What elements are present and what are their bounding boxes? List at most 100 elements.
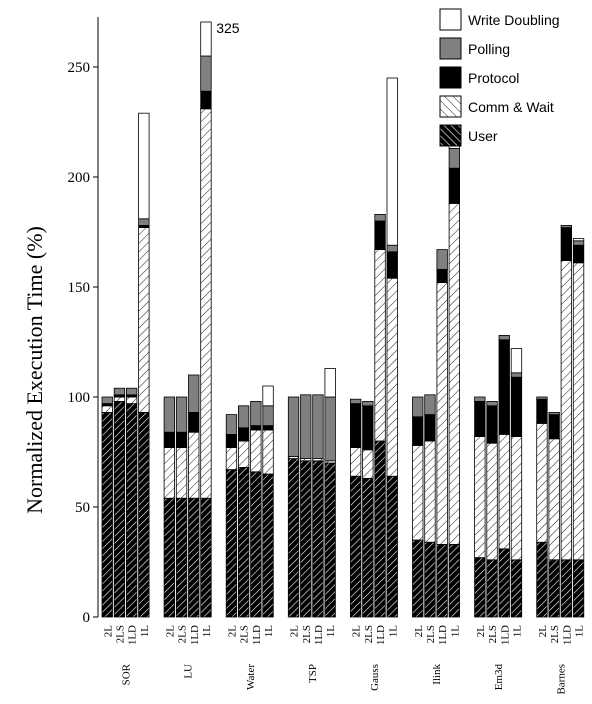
bar-segment-ilink-1l-comm-wait: [448, 202, 461, 545]
bar-segment-gauss-2ls-user: [362, 477, 374, 618]
bar-segment-sor-1ld-comm-wait: [126, 396, 138, 404]
bar-segment-gauss-2ls-polling: [362, 400, 374, 407]
bar-segment-em3d-2l-protocol: [474, 400, 486, 437]
x-config-label: 2L: [475, 625, 487, 638]
bar-segment-water-2l-user: [225, 469, 238, 618]
annotation-clipped-value: 325: [216, 20, 240, 36]
bar-segment-sor-2ls-comm-wait: [113, 396, 126, 402]
x-group-label-em3d: Em3d: [493, 664, 505, 691]
bar-segment-ilink-1ld-protocol: [436, 268, 448, 283]
x-group-label-tsp: TSP: [307, 664, 319, 683]
x-config-label: 1L: [325, 625, 337, 638]
x-config-label: 2L: [537, 625, 549, 638]
bar-segment-lu-2l-protocol: [163, 431, 176, 449]
legend: Write Doubling Polling Protocol Comm & Wait…: [439, 8, 560, 147]
bar-segment-water-1l-user: [262, 473, 274, 618]
bar-segment-water-2l-protocol: [225, 433, 238, 448]
bar-segment-em3d-2ls-polling: [486, 400, 498, 407]
x-config-label: 1LD: [375, 625, 387, 645]
bar-segment-ilink-2ls-protocol: [424, 414, 436, 442]
bar-segment-em3d-2ls-user: [486, 559, 498, 618]
x-group-label-water: Water: [245, 664, 257, 690]
bar-segment-ilink-2l-polling: [412, 396, 424, 418]
bar-segment-tsp-1ld-polling: [312, 394, 324, 459]
bar-segment-gauss-1l-comm-wait: [386, 277, 398, 477]
bar-segment-lu-1ld-protocol: [188, 411, 200, 433]
bar-segment-lu-1l-polling: [200, 55, 212, 92]
bar-segment-lu-2ls-protocol: [175, 431, 188, 449]
bar-segment-barnes-1ld-protocol: [560, 227, 572, 262]
bar-segment-ilink-2l-comm-wait: [412, 444, 424, 541]
bar-segment-gauss-2l-user: [349, 475, 362, 618]
bar-segment-water-1ld-protocol: [250, 425, 262, 431]
bar-segment-sor-1l-polling: [138, 218, 150, 226]
bar-segment-lu-1ld-user: [188, 497, 200, 618]
x-config-label: 1LD: [437, 625, 449, 645]
bar-segment-barnes-2ls-comm-wait: [548, 438, 560, 561]
bar-segment-lu-1l-comm-wait: [200, 108, 212, 499]
y-tick-label: 50: [75, 500, 90, 516]
y-axis-label: Normalized Execution Time (%): [22, 226, 47, 514]
bar-segment-ilink-2l-protocol: [412, 416, 424, 446]
bar-segment-ilink-2ls-comm-wait: [424, 440, 436, 543]
bar-segment-em3d-2ls-protocol: [486, 405, 498, 444]
x-config-label: 1LD: [561, 625, 573, 645]
x-config-label: 1L: [449, 625, 461, 638]
bar-segment-water-1ld-comm-wait: [250, 429, 262, 473]
x-group-label-lu: LU: [183, 664, 195, 679]
bar-segment-em3d-2l-polling: [474, 396, 486, 402]
x-config-label: 2LS: [177, 625, 189, 643]
bar-segment-ilink-2ls-user: [424, 541, 436, 618]
x-group-label-gauss: Gauss: [369, 664, 381, 691]
bar-segment-tsp-1l-write-doubling: [324, 367, 336, 398]
bar-segment-water-2ls-polling: [237, 405, 250, 429]
legend-label-protocol: Protocol: [468, 70, 519, 86]
x-config-label: 1L: [139, 625, 151, 638]
bar-segment-lu-2ls-user: [175, 497, 188, 618]
bar-segment-em3d-1l-polling: [510, 372, 523, 378]
x-config-label: 1LD: [127, 625, 139, 645]
bar-segment-sor-1l-write-doubling: [138, 112, 150, 220]
x-config-label: 1L: [511, 625, 523, 638]
x-config-label: 2LS: [549, 625, 561, 643]
bar-segment-em3d-1ld-polling: [498, 334, 510, 341]
legend-label-user: User: [468, 128, 498, 144]
bar-segment-ilink-2l-user: [412, 539, 424, 618]
bar-segment-tsp-2ls-user: [300, 460, 312, 618]
bar-segment-ilink-1ld-user: [436, 544, 448, 618]
legend-swatch-write-doubling: [439, 8, 462, 31]
bar-segment-sor-1l-user: [138, 411, 150, 618]
bar-segment-gauss-2l-comm-wait: [349, 447, 362, 477]
bar-segment-lu-1l-write-doubling: [200, 21, 212, 57]
bar-segment-water-1l-write-doubling: [262, 385, 274, 407]
bar-segment-tsp-2ls-polling: [300, 394, 312, 459]
x-config-label: 1L: [201, 625, 213, 638]
bar-segment-gauss-1l-protocol: [386, 251, 398, 279]
legend-label-polling: Polling: [468, 41, 510, 57]
x-config-label: 2LS: [301, 625, 313, 643]
bar-segment-lu-2l-user: [163, 497, 176, 618]
y-tick-label: 100: [68, 390, 91, 406]
x-group-label-ilink: Ilink: [431, 664, 443, 685]
legend-swatch-user: [439, 124, 462, 147]
bar-segment-tsp-2l-user: [287, 458, 300, 618]
bar-segment-water-1l-polling: [262, 405, 274, 426]
x-config-label: 2L: [164, 625, 176, 638]
bar-segment-tsp-2l-polling: [287, 396, 300, 457]
bar-segment-water-2l-comm-wait: [225, 447, 238, 471]
bar-segment-lu-1ld-comm-wait: [188, 431, 200, 499]
bar-segment-lu-2ls-polling: [175, 396, 188, 433]
bar-segment-ilink-1l-user: [448, 544, 461, 618]
bar-segment-em3d-2l-user: [474, 557, 486, 618]
bar-segment-gauss-2ls-protocol: [362, 405, 374, 451]
bar-segment-water-1l-comm-wait: [262, 429, 274, 475]
bar-segment-ilink-1l-polling: [448, 147, 461, 169]
bar-segment-barnes-2l-polling: [536, 396, 548, 400]
bar-segment-em3d-1l-protocol: [510, 376, 523, 438]
bar-segment-lu-2l-comm-wait: [163, 447, 176, 499]
bar-segment-em3d-1l-write-doubling: [510, 348, 523, 374]
legend-swatch-protocol: [439, 66, 462, 89]
bar-segment-gauss-2l-polling: [349, 398, 362, 405]
bar-segment-em3d-1ld-user: [498, 548, 510, 618]
